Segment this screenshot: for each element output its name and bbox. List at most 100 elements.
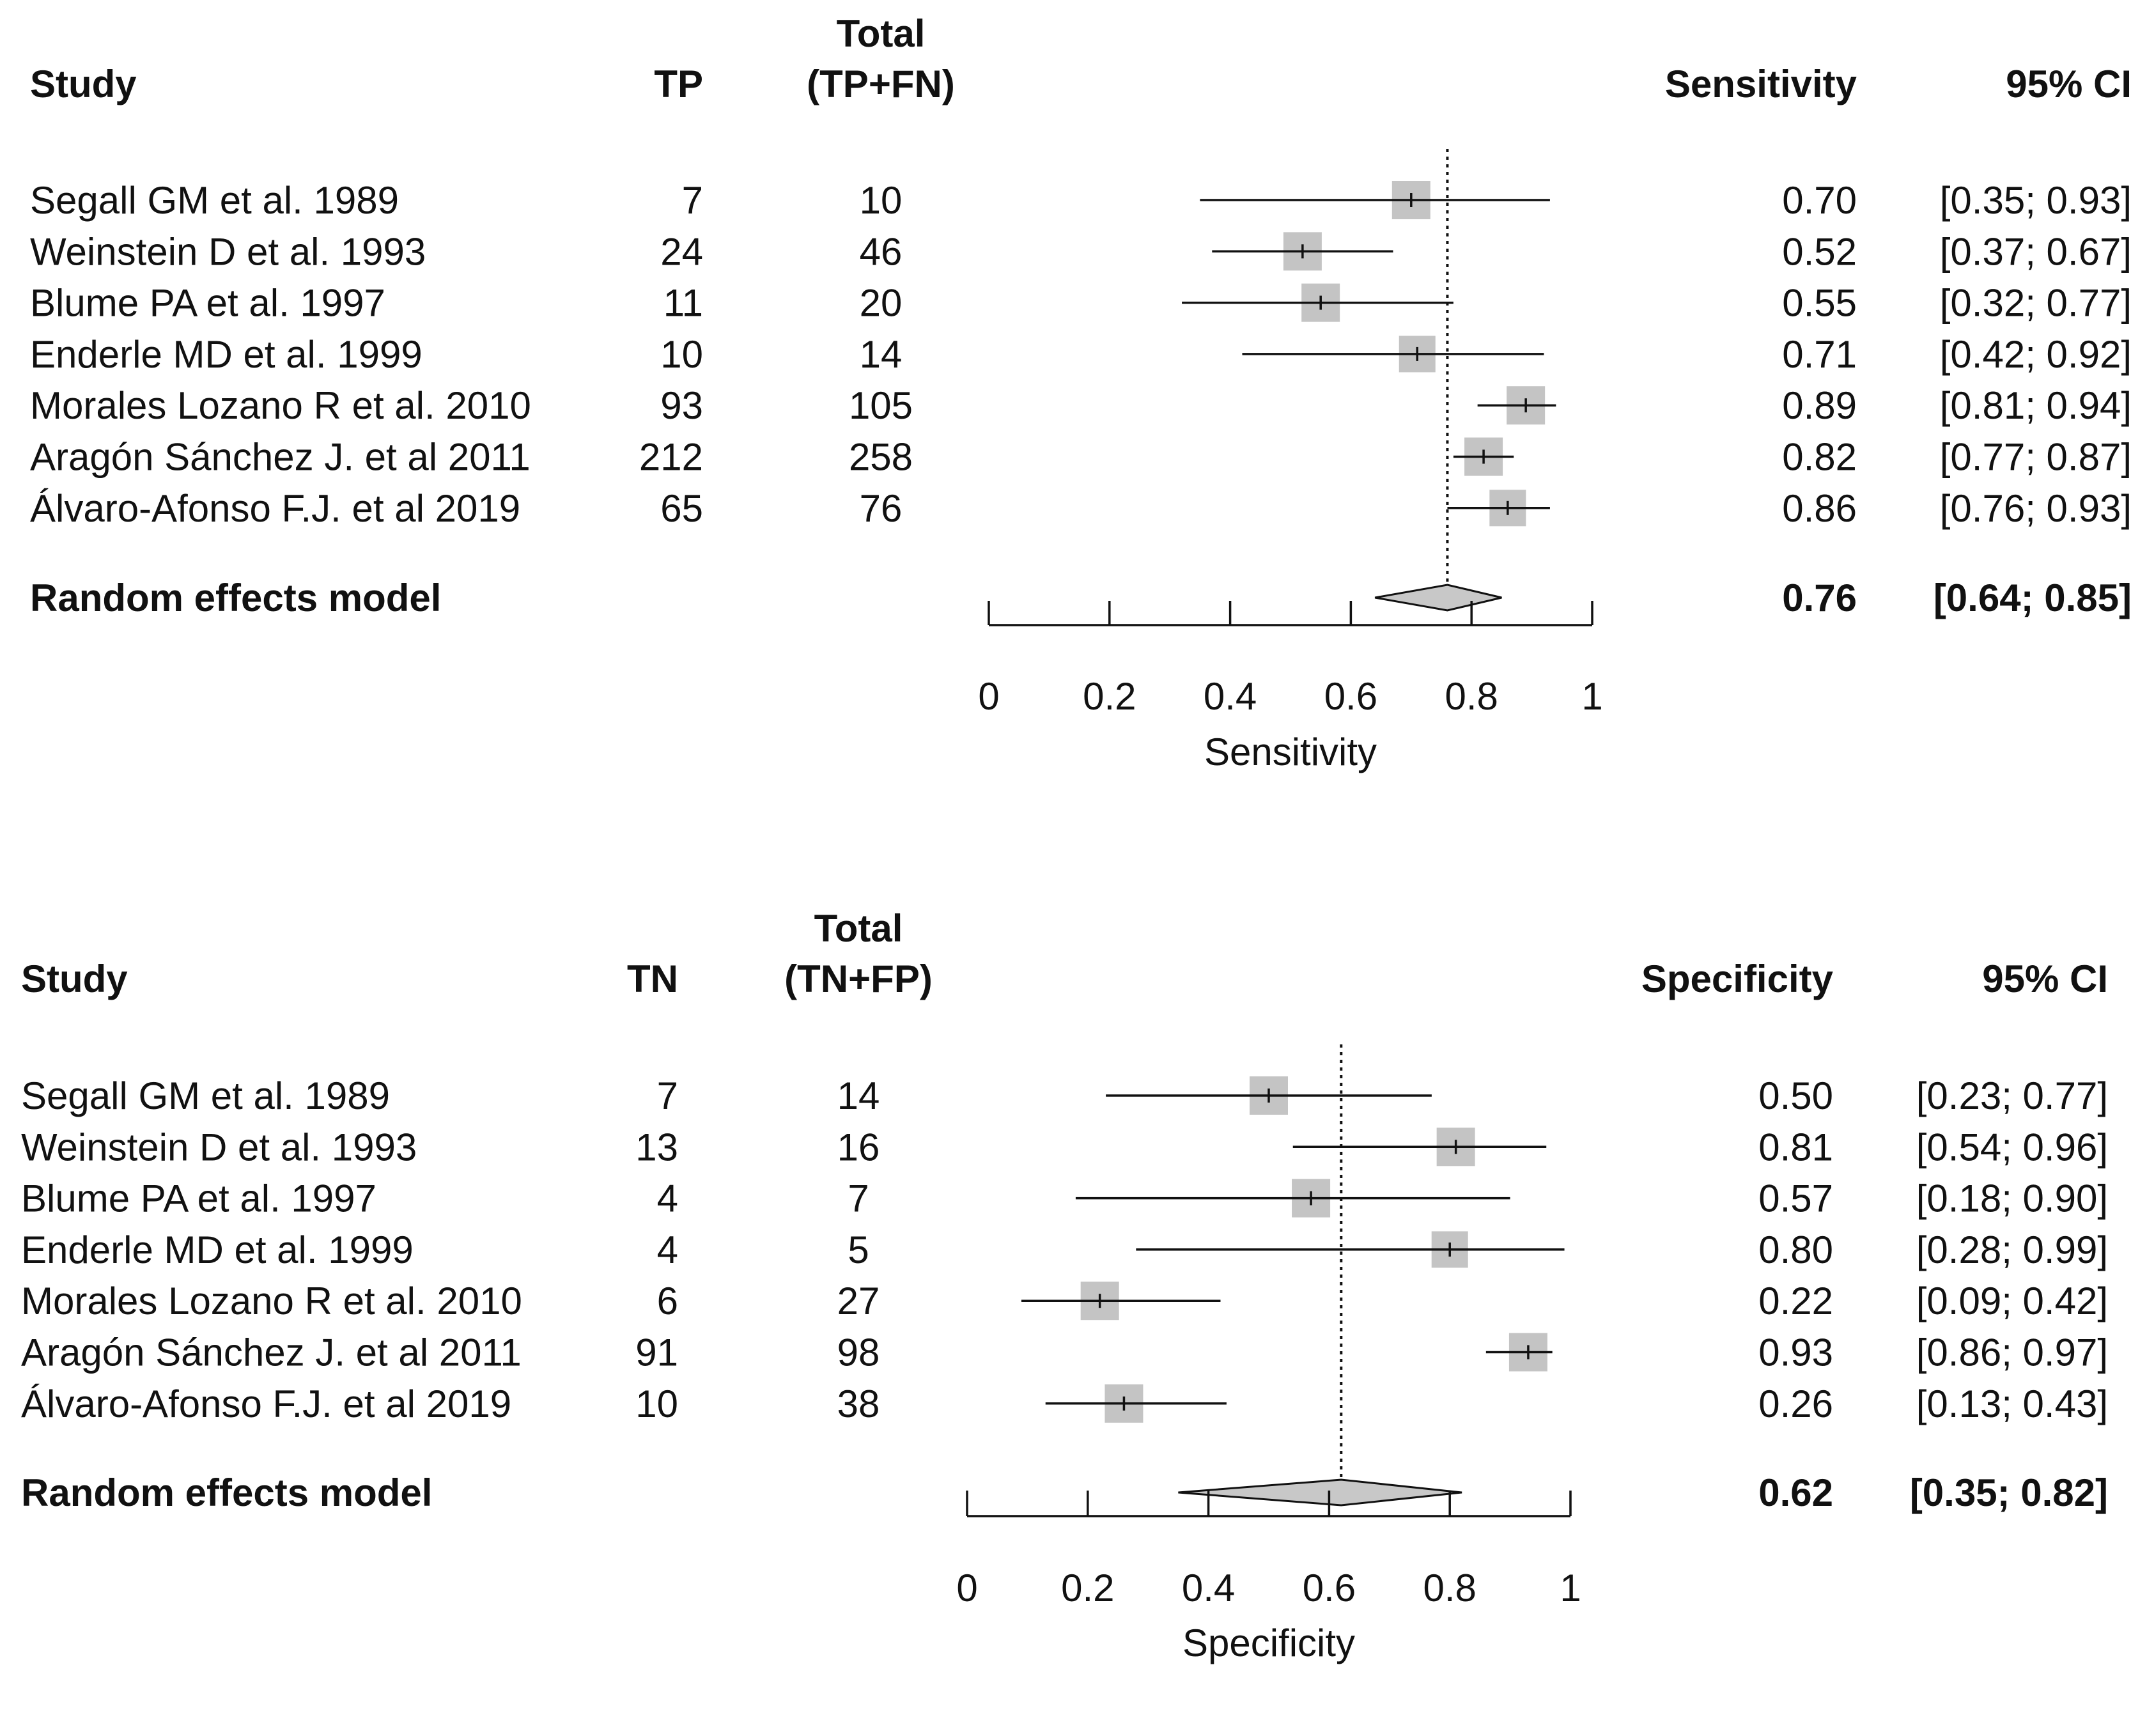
study-estimate: 0.71 [1782, 333, 1857, 376]
header-study: Study [21, 957, 128, 1000]
study-total: 105 [849, 384, 913, 427]
study-label: Blume PA et al. 1997 [21, 1177, 376, 1220]
pooled-diamond [1374, 584, 1502, 612]
header-count: TN [627, 957, 678, 1000]
study-total: 76 [860, 487, 903, 530]
study-label: Enderle MD et al. 1999 [30, 333, 422, 376]
study-estimate: 0.26 [1758, 1383, 1833, 1425]
header-estimate: Specificity [1641, 957, 1834, 1000]
study-total: 5 [848, 1228, 869, 1271]
pooled-estimate: 0.62 [1758, 1471, 1833, 1514]
header-count: TP [654, 63, 703, 105]
study-count: 212 [639, 436, 703, 479]
study-estimate: 0.52 [1782, 230, 1857, 273]
study-label: Enderle MD et al. 1999 [21, 1228, 414, 1271]
header-study: Study [30, 63, 137, 105]
x-tick-label: 0.4 [1182, 1567, 1235, 1609]
specificity-forest-svg: Study TN Total (TN+FP) Specificity 95% CI Sega… [21, 907, 2108, 1664]
study-total: 14 [860, 333, 903, 376]
x-tick-label: 0.2 [1061, 1567, 1114, 1609]
study-count: 4 [657, 1177, 678, 1220]
study-ci: [0.77; 0.87] [1940, 436, 2132, 479]
study-total: 14 [837, 1074, 880, 1117]
study-label: Álvaro-Afonso F.J. et al 2019 [30, 487, 520, 530]
x-tick-label: 0.6 [1324, 675, 1377, 718]
header-ci: 95% CI [2006, 63, 2132, 105]
x-axis-title: Specificity [1182, 1622, 1355, 1664]
x-axis-title: Sensitivity [1204, 731, 1377, 773]
study-label: Morales Lozano R et al. 2010 [21, 1280, 522, 1322]
x-tick-label: 1 [1581, 675, 1602, 718]
study-total: 46 [860, 230, 903, 273]
study-label: Weinstein D et al. 1993 [21, 1126, 417, 1168]
study-count: 10 [635, 1383, 678, 1425]
study-ci: [0.76; 0.93] [1940, 487, 2132, 530]
study-estimate: 0.86 [1782, 487, 1857, 530]
x-tick-label: 1 [1560, 1567, 1581, 1609]
pooled-label: Random effects model [30, 577, 441, 619]
study-ci: [0.09; 0.42] [1916, 1280, 2108, 1322]
study-count: 11 [663, 282, 703, 325]
study-ci: [0.32; 0.77] [1940, 282, 2132, 325]
x-tick-label: 0.2 [1083, 675, 1136, 718]
study-label: Morales Lozano R et al. 2010 [30, 384, 531, 427]
study-estimate: 0.81 [1758, 1126, 1833, 1168]
pooled-estimate: 0.76 [1782, 577, 1857, 619]
x-tick-label: 0 [978, 675, 999, 718]
study-estimate: 0.93 [1758, 1331, 1833, 1374]
x-tick-label: 0 [956, 1567, 977, 1609]
study-count: 91 [635, 1331, 678, 1374]
study-estimate: 0.82 [1782, 436, 1857, 479]
study-label: Álvaro-Afonso F.J. et al 2019 [21, 1383, 511, 1425]
study-label: Aragón Sánchez J. et al 2011 [21, 1331, 522, 1374]
specificity-forest-plot: Study TN Total (TN+FP) Specificity 95% CI Sega… [0, 894, 2147, 1736]
study-count: 65 [660, 487, 703, 530]
x-tick-label: 0.6 [1303, 1567, 1356, 1609]
study-count: 13 [635, 1126, 678, 1168]
pooled-ci: [0.35; 0.82] [1910, 1471, 2108, 1514]
study-total: 258 [849, 436, 913, 479]
study-ci: [0.28; 0.99] [1916, 1228, 2108, 1271]
study-estimate: 0.55 [1782, 282, 1857, 325]
study-estimate: 0.22 [1758, 1280, 1833, 1322]
study-ci: [0.35; 0.93] [1940, 179, 2132, 222]
study-label: Segall GM et al. 1989 [21, 1074, 390, 1117]
study-label: Weinstein D et al. 1993 [30, 230, 426, 273]
study-estimate: 0.70 [1782, 179, 1857, 222]
study-total: 20 [860, 282, 903, 325]
study-label: Segall GM et al. 1989 [30, 179, 399, 222]
x-tick-label: 0.8 [1423, 1567, 1476, 1609]
study-ci: [0.42; 0.92] [1940, 333, 2132, 376]
study-count: 4 [657, 1228, 678, 1271]
study-estimate: 0.57 [1758, 1177, 1833, 1220]
study-total: 7 [848, 1177, 869, 1220]
study-label: Blume PA et al. 1997 [30, 282, 385, 325]
x-tick-label: 0.4 [1204, 675, 1257, 718]
study-total: 27 [837, 1280, 880, 1322]
study-ci: [0.13; 0.43] [1916, 1383, 2108, 1425]
study-total: 38 [837, 1383, 880, 1425]
pooled-diamond [1178, 1478, 1462, 1507]
study-ci: [0.81; 0.94] [1940, 384, 2132, 427]
sensitivity-forest-svg: Study TP Total (TP+FN) Sensitivity 95% CI Sega… [30, 12, 2132, 773]
header-ci: 95% CI [1982, 957, 2108, 1000]
study-estimate: 0.89 [1782, 384, 1857, 427]
study-estimate: 0.50 [1758, 1074, 1833, 1117]
header-total: Total [837, 12, 926, 55]
study-count: 10 [660, 333, 703, 376]
study-label: Aragón Sánchez J. et al 2011 [30, 436, 531, 479]
pooled-label: Random effects model [21, 1471, 432, 1514]
study-estimate: 0.80 [1758, 1228, 1833, 1271]
header-total-formula: (TN+FP) [784, 957, 933, 1000]
study-total: 10 [860, 179, 903, 222]
study-ci: [0.54; 0.96] [1916, 1126, 2108, 1168]
study-ci: [0.23; 0.77] [1916, 1074, 2108, 1117]
study-count: 7 [682, 179, 703, 222]
study-ci: [0.86; 0.97] [1916, 1331, 2108, 1374]
study-ci: [0.37; 0.67] [1940, 230, 2132, 273]
study-count: 24 [660, 230, 703, 273]
study-count: 7 [657, 1074, 678, 1117]
header-total-formula: (TP+FN) [807, 63, 955, 105]
study-ci: [0.18; 0.90] [1916, 1177, 2108, 1220]
study-total: 98 [837, 1331, 880, 1374]
